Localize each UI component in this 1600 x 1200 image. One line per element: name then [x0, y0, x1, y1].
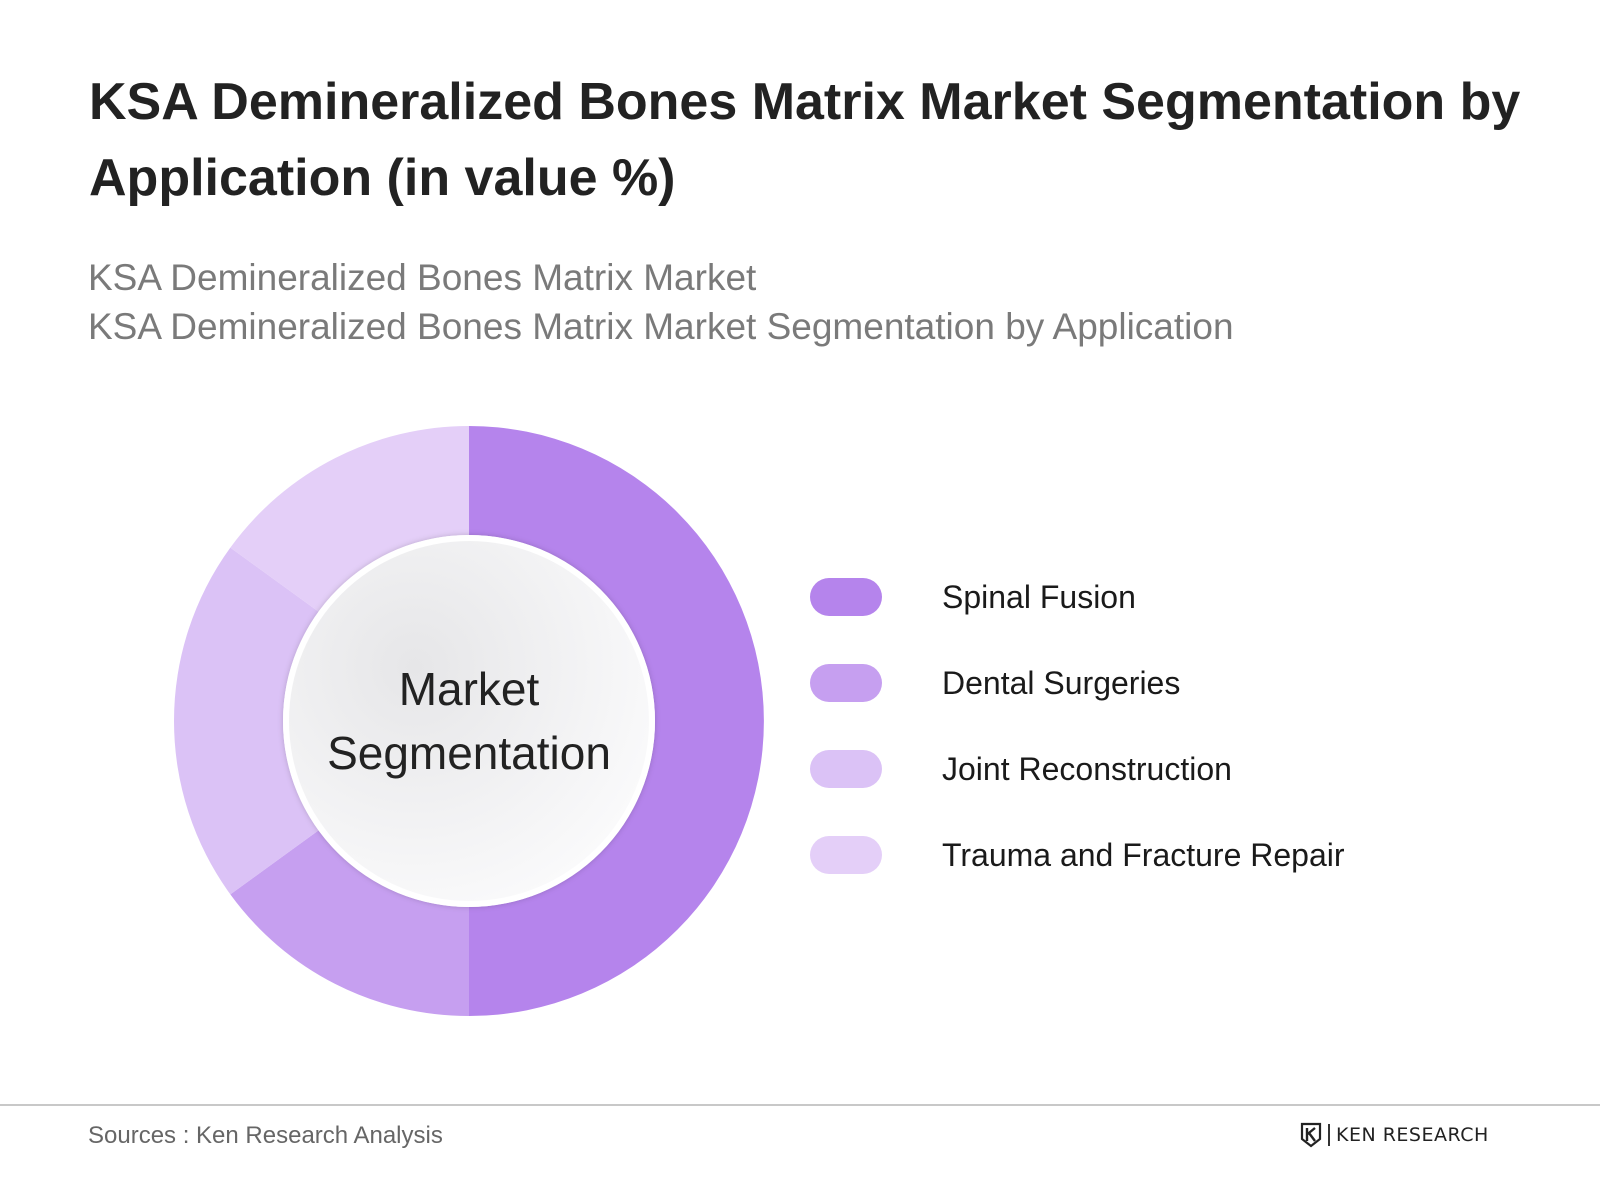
brand-logo-block: KEN RESEARCH — [1300, 1122, 1489, 1148]
legend-item: Spinal Fusion — [810, 574, 1410, 660]
donut-hub-fill — [289, 541, 649, 901]
center-label-line-2: Segmentation — [327, 727, 611, 779]
legend-swatch — [810, 836, 882, 874]
donut-slice-spinal-fusion — [469, 426, 764, 1016]
legend-swatch — [810, 578, 882, 616]
footer-divider — [0, 1104, 1600, 1106]
legend-label: Spinal Fusion — [942, 579, 1136, 615]
donut-slice-dental-surgeries — [230, 830, 469, 1016]
legend-label: Trauma and Fracture Repair — [942, 837, 1345, 873]
brand-name: KEN RESEARCH — [1336, 1124, 1489, 1146]
legend-swatch — [810, 664, 882, 702]
donut-slice-trauma-and-fracture-repair — [230, 426, 469, 612]
legend-item: Trauma and Fracture Repair — [810, 832, 1410, 918]
legend-label: Dental Surgeries — [942, 665, 1181, 701]
donut-slice-joint-reconstruction — [174, 547, 319, 895]
ken-research-logo-icon — [1300, 1122, 1322, 1148]
legend-item: Dental Surgeries — [810, 660, 1410, 746]
legend-item: Joint Reconstruction — [810, 746, 1410, 832]
chart-title: KSA Demineralized Bones Matrix Market Se… — [89, 73, 1521, 207]
donut-center-label: Market Segmentation — [283, 535, 655, 907]
source-note: Sources : Ken Research Analysis — [88, 1122, 443, 1149]
chart-legend: Spinal Fusion Dental Surgeries Joint Recon… — [810, 574, 1410, 918]
chart-subtitle-segmentation: KSA Demineralized Bones Matrix Market Se… — [88, 306, 1234, 347]
center-label-line-1: Market — [398, 663, 540, 715]
donut-slices — [174, 426, 764, 1016]
chart-subtitle-market: KSA Demineralized Bones Matrix Market — [88, 257, 757, 298]
legend-swatch — [810, 750, 882, 788]
brand-divider — [1328, 1124, 1330, 1146]
legend-label: Joint Reconstruction — [942, 751, 1232, 787]
